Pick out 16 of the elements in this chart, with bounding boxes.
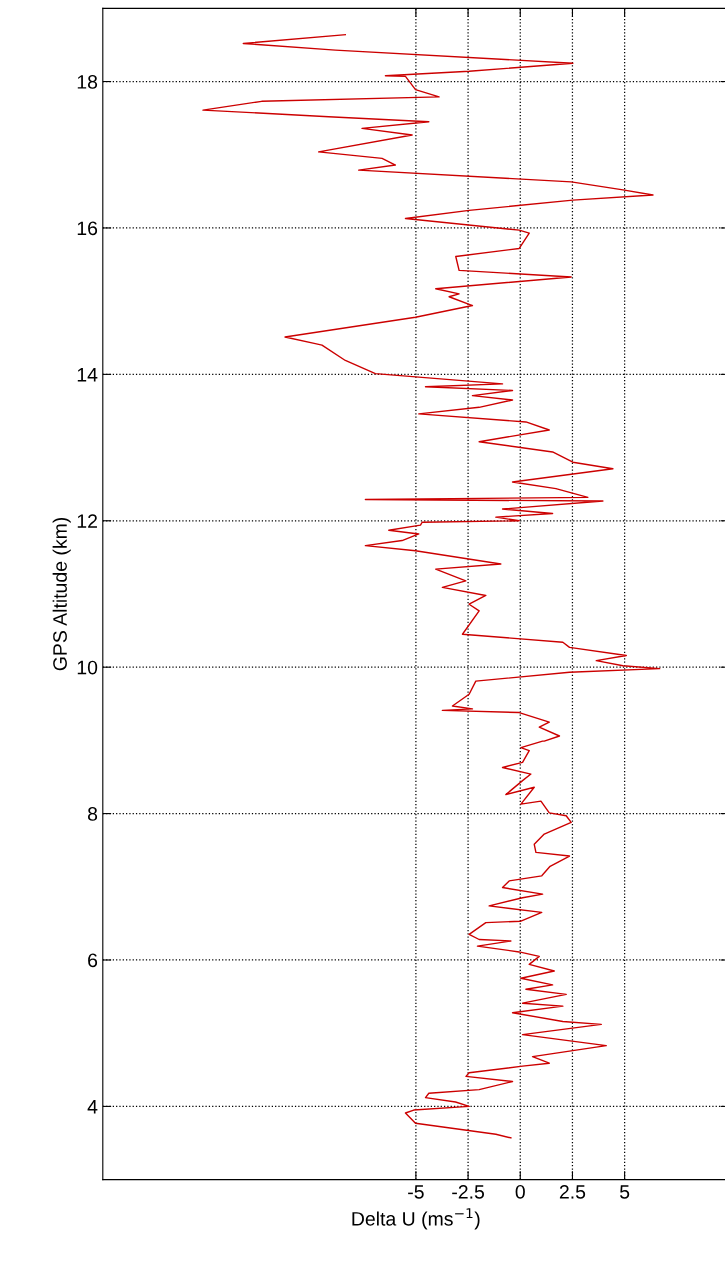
- x-tick-label: -5: [408, 1185, 424, 1199]
- x-tick-label: 2.5: [559, 1184, 586, 1199]
- y-tick-label: 6: [88, 953, 98, 968]
- y-tick-label: 14: [77, 368, 98, 382]
- x-tick-label: -2.5: [452, 1184, 485, 1199]
- y-tick-label: 4: [87, 1100, 98, 1114]
- y-tick-label: 18: [77, 75, 98, 89]
- y-tick-label: 12: [77, 514, 97, 528]
- y-axis-title: GPS Altitude (km): [52, 517, 71, 671]
- y-tick-label: 8: [87, 807, 98, 821]
- x-tick-label: 0: [515, 1184, 525, 1199]
- x-tick-label: 5: [620, 1185, 630, 1199]
- y-tick-label: 10: [77, 660, 98, 675]
- y-tick-label: 16: [77, 221, 98, 236]
- line-series: [202, 34, 661, 1139]
- x-axis-title: Delta U (ms$^{−1}$): [352, 1208, 480, 1230]
